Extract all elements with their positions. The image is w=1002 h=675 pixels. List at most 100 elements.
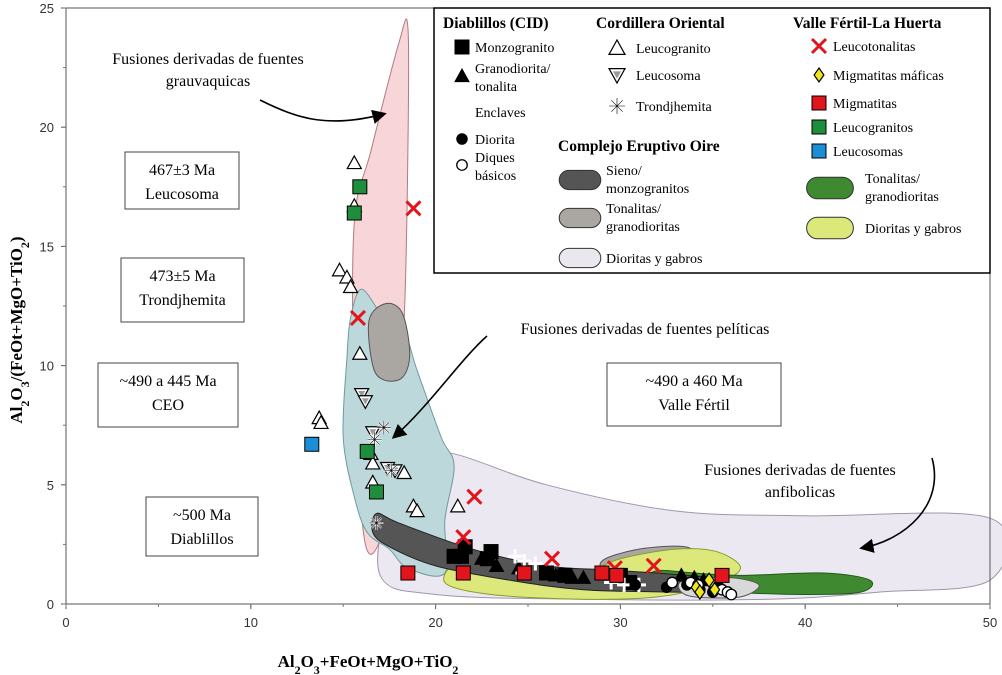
point-9-2	[709, 581, 721, 598]
point-5-13	[409, 502, 426, 518]
point-8-4	[543, 550, 561, 567]
point-5-10	[396, 464, 413, 480]
point-5-7	[313, 414, 330, 430]
legend-marker	[454, 39, 470, 55]
legend-label: Trondjhemita	[636, 100, 712, 115]
age-box-0	[124, 151, 240, 210]
legend-label: Tonalitas/	[606, 202, 661, 217]
y-tick-label: 5	[47, 478, 54, 493]
legend-label: Tonalitas/	[865, 172, 920, 187]
legend-group-title: Valle Fértil-La Huerta	[793, 15, 942, 32]
point-1-5	[575, 569, 592, 584]
point-9-1	[703, 572, 715, 589]
point-10-4	[609, 567, 625, 583]
series-7	[367, 420, 399, 530]
legend-marker	[558, 169, 602, 191]
legend-label: Dioritas y gabros	[865, 222, 961, 237]
legend-marker	[813, 66, 825, 84]
legend-label: Leucogranitos	[833, 121, 913, 136]
age-box-text: Leucosoma	[145, 186, 219, 203]
series-9	[690, 572, 721, 601]
legend-label: Enclaves	[475, 106, 526, 121]
series-6	[353, 388, 403, 479]
legend: Diablillos (CID) Monzogranito Granodiorita…	[433, 7, 991, 274]
legend-label: Migmatitas	[833, 97, 897, 112]
age-box-1	[120, 257, 245, 323]
point-10-0	[400, 565, 416, 581]
legend-group-title: Cordillera Oriental	[596, 15, 725, 32]
point-8-2	[466, 488, 483, 505]
age-box-text: ~500 Ma	[173, 507, 231, 524]
point-1-0	[473, 550, 490, 565]
legend-label: Migmatitas máficas	[833, 69, 944, 84]
legend-label: Diorita	[475, 133, 515, 148]
legend-marker	[456, 133, 468, 145]
point-0-2	[446, 548, 462, 564]
series-11	[346, 179, 384, 500]
legend-label: Dioritas y gabros	[606, 252, 702, 267]
legend-label: Leucosomas	[833, 145, 903, 160]
point-1-4	[564, 569, 581, 584]
legend-marker	[454, 67, 470, 83]
point-4-0	[666, 576, 679, 589]
point-5-2	[331, 262, 348, 277]
legend-marker	[806, 176, 854, 200]
series-10	[400, 565, 730, 583]
legend-group-title: Complejo Eruptivo Oire	[558, 138, 720, 155]
age-box-text: Trondjhemita	[139, 292, 226, 309]
point-5-9	[364, 455, 381, 470]
legend-label: Sieno/	[606, 164, 642, 179]
point-10-3	[594, 565, 610, 581]
y-tick-label: 10	[40, 359, 54, 374]
x-axis-label: Al2O3+FeOt+MgO+TiO2	[278, 652, 459, 675]
point-4-5	[725, 588, 738, 601]
legend-label: básicos	[475, 169, 516, 184]
legend-label: Leucosoma	[636, 69, 701, 84]
age-box-text: ~490 a 460 Ma	[645, 373, 742, 390]
series-8	[349, 200, 662, 577]
legend-marker	[811, 95, 827, 111]
legend-marker	[811, 119, 827, 135]
legend-marker	[456, 159, 468, 171]
legend-label: Monzogranito	[475, 41, 554, 56]
legend-marker	[607, 38, 627, 56]
legend-label: granodioritas	[606, 220, 680, 235]
point-11-3	[368, 484, 384, 500]
annotation-text: grauvaquicas	[166, 73, 250, 90]
point-1-1	[488, 557, 505, 572]
legend-label: Leucogranito	[636, 42, 711, 57]
legend-marker	[811, 143, 827, 159]
annotation-text: Fusiones derivadas de fuentes pelíticas	[521, 321, 770, 338]
legend-label: monzogranitos	[606, 182, 689, 197]
point-9-3	[694, 584, 706, 601]
legend-label: Granodiorita/	[475, 62, 551, 77]
series-12	[304, 436, 320, 452]
point-5-14	[449, 498, 466, 513]
point-8-6	[645, 557, 662, 574]
annotation-text: Fusiones derivadas de fuentes	[112, 51, 304, 68]
axes-layer: 0 10 20 30 40 50 0 5 10 15 20 25 Al2O3+FeOt+MgO+TiO2…	[7, 1, 997, 675]
y-tick-label: 0	[47, 597, 54, 612]
age-box-text: CEO	[152, 397, 184, 414]
points-layer	[304, 154, 738, 601]
point-12-0	[304, 436, 320, 452]
point-3-0	[629, 579, 641, 591]
point-11-2	[359, 443, 375, 459]
y-tick-label: 25	[40, 1, 54, 16]
legend-label: granodioritas	[865, 190, 939, 205]
age-box-4	[606, 362, 782, 427]
point-10-2	[516, 565, 532, 581]
point-10-1	[455, 565, 471, 581]
point-10-5	[714, 567, 730, 583]
legend-marker	[558, 247, 602, 269]
x-tick-label: 30	[613, 615, 627, 630]
point-8-0	[405, 200, 422, 217]
point-1-6	[673, 567, 690, 582]
legend-marker	[806, 216, 854, 240]
age-boxes-layer: 467±3 Ma Leucosoma 473±5 Ma Trondjhemita ~49…	[97, 151, 782, 557]
age-box-3	[145, 496, 259, 557]
field-3	[367, 302, 411, 382]
age-box-text: Valle Fértil	[658, 397, 730, 414]
age-box-text: ~490 a 445 Ma	[119, 373, 216, 390]
x-tick-label: 10	[244, 615, 258, 630]
